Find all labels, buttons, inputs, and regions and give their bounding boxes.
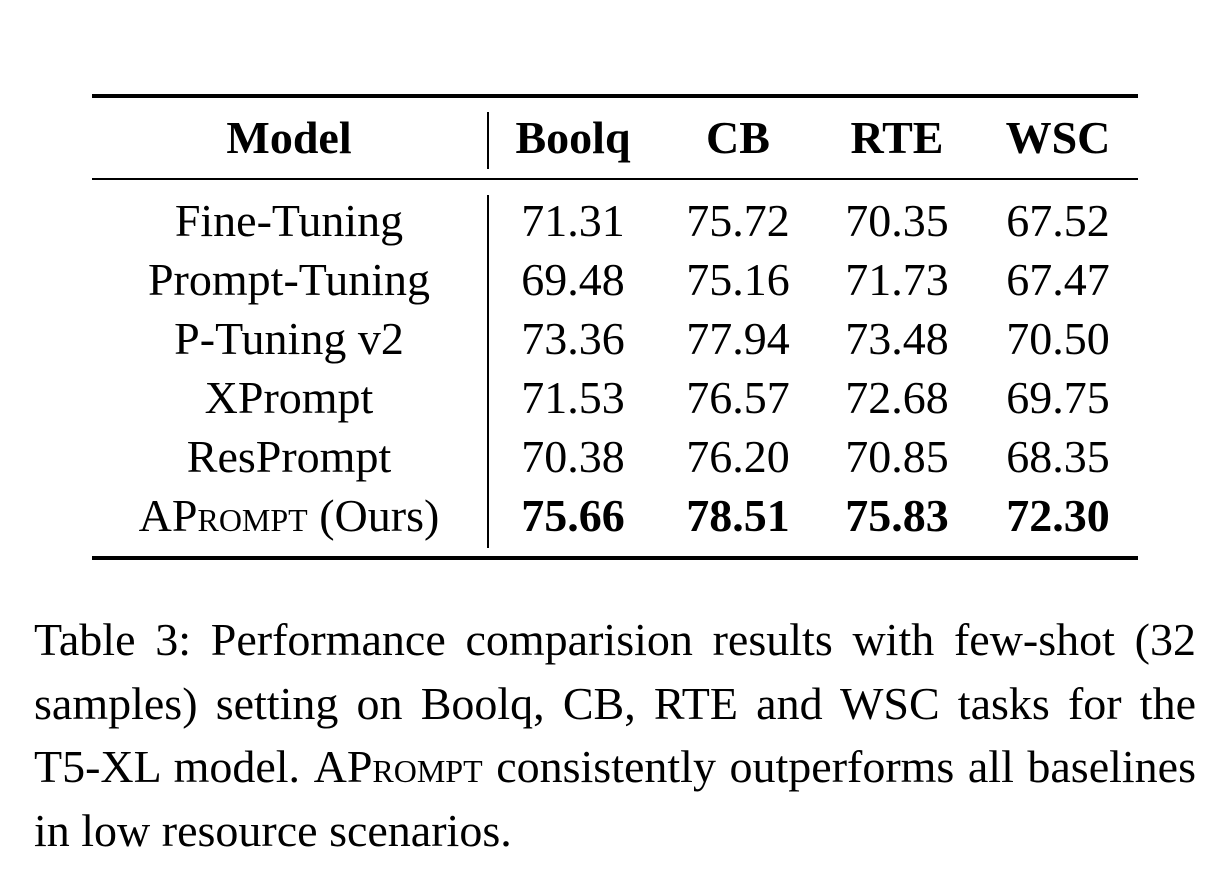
row-model: Fine-Tuning [174,195,404,246]
row-value: 76.20 [686,431,790,482]
row-model: P-Tuning v2 [174,313,404,364]
row-value: 77.94 [686,313,790,364]
row-value: 70.85 [845,431,949,482]
row-value: 70.38 [521,431,625,482]
table-header-rule [92,178,1138,180]
header-column-divider [487,112,489,169]
method-name: APrompt [138,490,308,541]
row-value-best: 78.51 [686,490,790,541]
row-value: 73.36 [521,313,625,364]
row-value: 70.50 [1006,313,1110,364]
row-value: 73.48 [845,313,949,364]
row-value: 71.53 [521,372,625,423]
row-value: 75.72 [686,195,790,246]
row-model-ours: APrompt (Ours) [139,490,440,542]
row-value: 72.68 [845,372,949,423]
row-value-best: 75.83 [845,490,949,541]
row-model: ResPrompt [186,431,392,482]
header-rte: RTE [850,112,944,163]
row-value-best: 75.66 [521,490,625,541]
table-top-rule [92,94,1138,98]
row-value: 69.75 [1006,372,1110,423]
header-cb: CB [706,112,770,163]
row-model: Prompt-Tuning [147,254,431,305]
row-value: 75.16 [686,254,790,305]
row-value: 70.35 [845,195,949,246]
table-bottom-rule [92,556,1138,560]
caption-method-name: APrompt [313,741,483,792]
caption-text-2: consistently outperforms all baselines i… [34,741,1196,856]
row-value: 69.48 [521,254,625,305]
row-value: 68.35 [1006,431,1110,482]
row-value: 71.31 [521,195,625,246]
caption-text-1: Table 3: Performance comparision results… [34,614,1196,792]
header-boolq: Boolq [515,112,631,163]
row-value-best: 72.30 [1006,490,1110,541]
header-model: Model [226,112,352,163]
row-value: 67.47 [1006,254,1110,305]
ours-suffix: (Ours) [307,490,440,541]
row-model: XPrompt [204,372,374,423]
header-wsc: WSC [1005,112,1111,163]
row-value: 76.57 [686,372,790,423]
table-caption: Table 3: Performance comparision results… [34,608,1196,862]
row-value: 67.52 [1006,195,1110,246]
body-column-divider [487,195,489,548]
row-value: 71.73 [845,254,949,305]
